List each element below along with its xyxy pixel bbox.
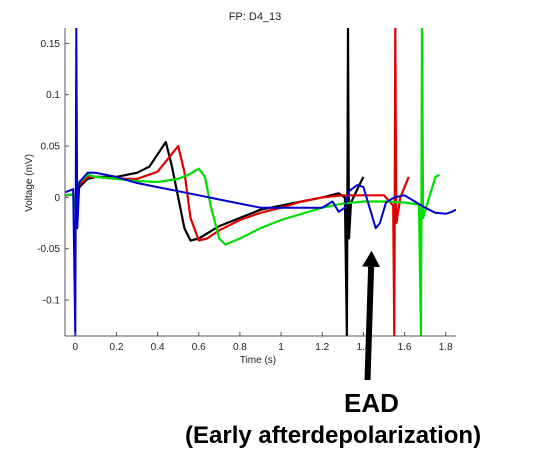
series-line-2 xyxy=(65,28,410,336)
x-axis-label: Time (s) xyxy=(240,355,276,366)
y-tick-label: -0.1 xyxy=(43,296,61,307)
ead-annotation-subtitle: (Early afterdepolarization) xyxy=(185,422,482,449)
y-tick-label: -0.05 xyxy=(37,244,60,255)
ead-annotation-title: EAD xyxy=(344,388,399,418)
plot-area xyxy=(65,28,456,336)
x-tick-label: 0.8 xyxy=(233,342,247,353)
axes: -0.1 -0.05 0 0.05 0.1 0.15 0 0.2 0.4 0.6 0.8 1 1.2 1.… xyxy=(37,28,456,381)
y-axis-label: Voltage (mV) xyxy=(24,154,35,212)
series-line-3 xyxy=(65,28,441,336)
x-tick-label: 0.6 xyxy=(192,342,206,353)
x-tick-label: 0.2 xyxy=(109,342,123,353)
y-tick-label: 0.1 xyxy=(46,90,60,101)
x-tick-label: 1.8 xyxy=(439,342,453,353)
y-tick-label: 0.15 xyxy=(41,39,61,50)
series-group xyxy=(65,28,456,336)
ead-arrow-shaft xyxy=(364,266,375,381)
x-tick-label: 0 xyxy=(73,342,79,353)
y-tick-label: 0 xyxy=(54,193,60,204)
series-line-1 xyxy=(65,28,365,336)
x-tick-label: 1.4 xyxy=(356,342,370,353)
chart-title: FP: D4_13 xyxy=(229,11,282,23)
x-tick-label: 1.6 xyxy=(398,342,412,353)
series-line-4 xyxy=(65,28,456,336)
ead-arrow-head xyxy=(362,250,381,268)
x-tick-label: 0.4 xyxy=(151,342,165,353)
x-tick-label: 1 xyxy=(278,342,284,353)
y-tick-label: 0.05 xyxy=(41,142,61,153)
x-tick-label: 1.2 xyxy=(315,342,329,353)
